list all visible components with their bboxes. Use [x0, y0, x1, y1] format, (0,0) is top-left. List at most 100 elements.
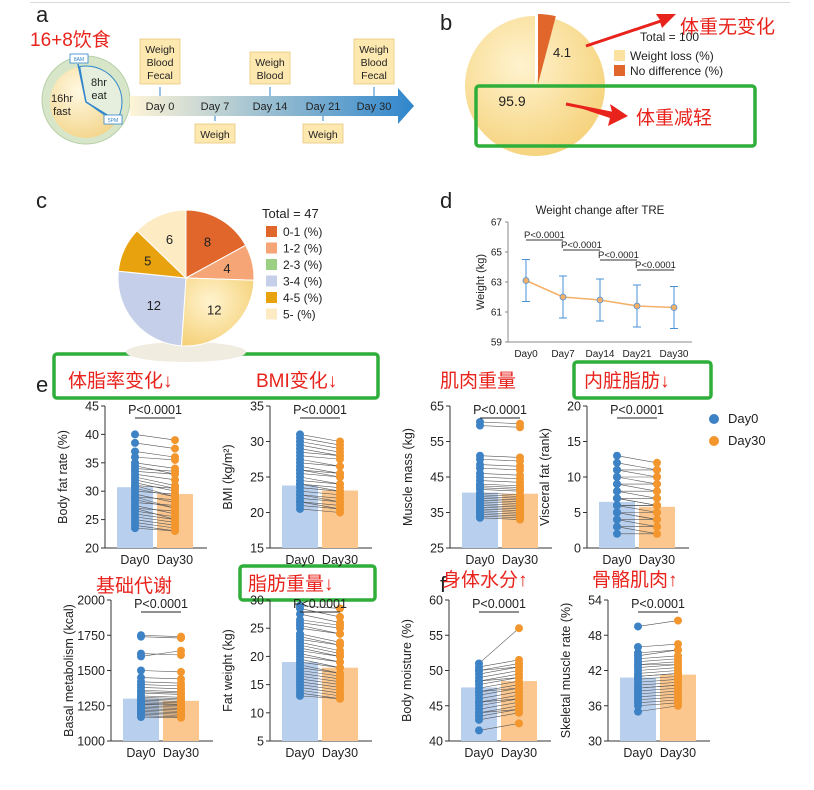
bar-point-day30 — [516, 515, 524, 524]
bar-y-tick-label: 42 — [588, 664, 602, 678]
bar-point-day30 — [177, 689, 185, 698]
bar-point-day0 — [137, 652, 145, 661]
bar-pair-line — [299, 681, 341, 688]
bar-point-day30 — [653, 487, 661, 496]
bar-point-day30 — [674, 681, 682, 690]
bar-pair-line — [299, 434, 341, 442]
bar-pair-line — [134, 462, 176, 469]
bar-pair-line — [478, 673, 520, 682]
bar-y-tick-label: 15 — [250, 678, 264, 692]
red-arrow-no-change — [588, 14, 676, 44]
bar-point-day0 — [131, 447, 139, 456]
bar-pair-line — [299, 466, 341, 474]
timeline-day-label: Day 14 — [253, 101, 288, 113]
bar-pair-line — [479, 455, 521, 458]
bar-pair-line — [299, 622, 341, 629]
bar-point-day0 — [613, 529, 621, 538]
bar-pair-line — [134, 516, 176, 523]
bar-point-day0 — [137, 632, 145, 641]
bar-pair-line — [299, 687, 341, 694]
bar-pair-line — [637, 664, 679, 668]
pie-c-value-label: 4 — [223, 261, 230, 276]
bar-pair-line — [637, 673, 679, 677]
bar-pair-line — [478, 698, 520, 703]
pie-c-shadow — [126, 342, 246, 362]
bar-y-tick-label: 45 — [429, 699, 443, 713]
pie-c-legend-swatch — [266, 259, 277, 270]
line-chart-title: Weight change after TRE — [536, 205, 665, 217]
bar-pair-line — [299, 608, 341, 618]
bar-point-day30 — [516, 483, 524, 492]
legend-day30-label: Day30 — [728, 433, 766, 448]
bar-pair-line — [637, 667, 679, 671]
bar-x-tick-label: Day0 — [602, 553, 631, 567]
bar-pair-line — [140, 689, 182, 692]
bar-pair-line — [299, 455, 341, 460]
bar-point-day30 — [171, 436, 179, 445]
bar-point-day30 — [515, 624, 523, 633]
bar-y-tick-label: 35 — [250, 400, 264, 414]
bar-pair-line — [299, 490, 341, 496]
bar-point-day0 — [131, 467, 139, 476]
legend-day0-label: Day0 — [728, 411, 758, 426]
bar-x-tick-label: Day0 — [285, 746, 314, 760]
clock-fast-label: fast — [53, 106, 71, 118]
bar-pair-line — [134, 442, 176, 449]
bar-pair-line — [299, 636, 341, 646]
bar-point-day30 — [674, 701, 682, 710]
bar-pair-line — [134, 485, 176, 498]
bar-pair-line — [140, 677, 182, 680]
bar-point-day30 — [515, 694, 523, 703]
legend-day0-marker — [709, 414, 719, 424]
timeline-sample-label: Blood — [257, 70, 284, 82]
bar-point-day0 — [296, 643, 304, 652]
bar-point-day0 — [613, 458, 621, 467]
bar-pair-line — [479, 467, 521, 471]
bar-pair-line — [299, 673, 341, 680]
pie-c-slice — [180, 277, 255, 347]
bar-pair-line — [299, 501, 341, 510]
clock-hand — [77, 63, 87, 103]
timeline-arrow — [130, 88, 414, 124]
timeline-sample-box — [249, 51, 291, 85]
bar-pair-line — [134, 456, 176, 461]
line-comparison-pvalue: P<0.0001 — [524, 230, 565, 241]
bar-point-day0 — [131, 524, 139, 533]
bar-pair-line — [479, 515, 521, 519]
bar-pair-line — [299, 501, 341, 506]
bar-pair-line — [478, 687, 520, 692]
bar-pair-line — [134, 502, 176, 506]
bar-point-day30 — [653, 522, 661, 531]
bar-y-tick-label: 40 — [85, 428, 99, 442]
line-y-tick-label: 63 — [491, 278, 503, 289]
bar-pair-line — [299, 644, 341, 654]
bar-pair-line — [637, 699, 679, 704]
bar-point-day30 — [674, 640, 682, 649]
bar-point-day0 — [613, 515, 621, 524]
bar-pair-line — [479, 505, 521, 508]
pie-c-total-label: Total = 47 — [262, 206, 319, 221]
bar-y-tick-label: 30 — [250, 435, 264, 449]
timeline-sample-label: Weigh — [145, 44, 175, 56]
bar-y-tick-label: 48 — [588, 629, 602, 643]
bar-pair-line — [478, 680, 520, 689]
line-comparison-pvalue: P<0.0001 — [635, 260, 676, 271]
clock-5pm-box — [103, 114, 123, 125]
pie-b-slice-no-difference — [538, 14, 556, 84]
bar-point-day30 — [177, 713, 185, 722]
line-x-tick-label: Day7 — [551, 349, 575, 360]
bar-pair-line — [134, 473, 176, 481]
bar-pair-line — [299, 613, 341, 623]
bar-pair-line — [140, 636, 182, 639]
bar-pair-line — [479, 483, 521, 487]
bar-pair-line — [478, 705, 520, 714]
bar-point-day0 — [475, 726, 483, 735]
bar-pair-line — [299, 667, 341, 674]
bar-pair-line — [637, 676, 679, 680]
bar-point-day0 — [296, 632, 304, 641]
bar-pair-line — [140, 711, 182, 714]
bar-y-tick-label: 1500 — [77, 664, 105, 678]
bar-point-day0 — [137, 666, 145, 675]
bar-point-day30 — [653, 508, 661, 517]
bar-pair-line — [299, 498, 341, 503]
